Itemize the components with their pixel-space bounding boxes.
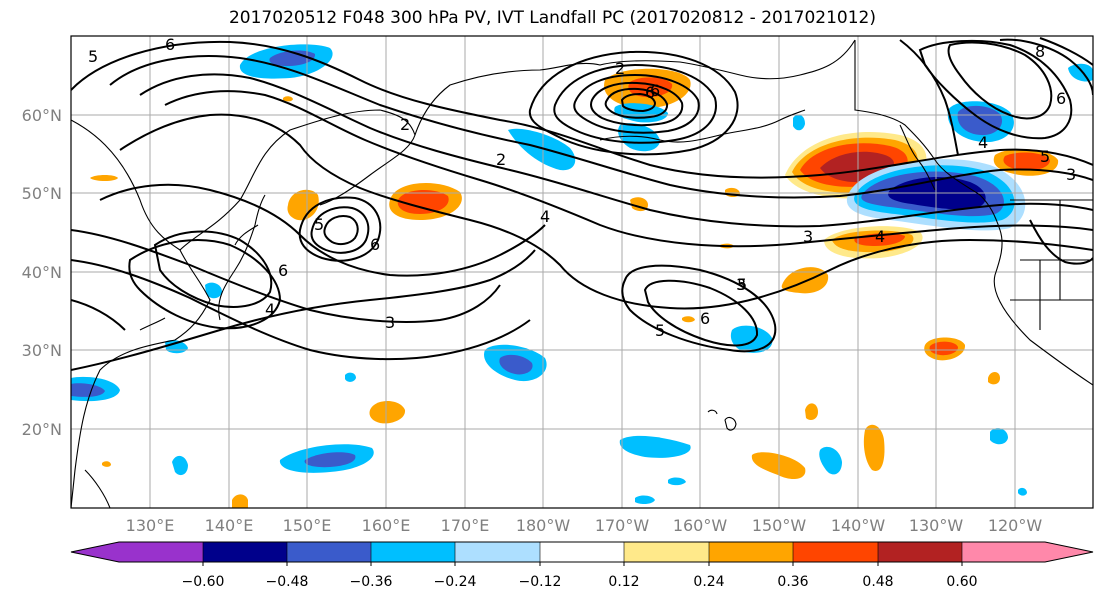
colorbar-segment: [793, 542, 878, 562]
colorbar-tick-label: 0.12: [608, 574, 639, 590]
colorbar-tick-label: 0.60: [946, 574, 977, 590]
contour-label: 6: [650, 81, 660, 100]
colorbar: [70, 541, 1094, 566]
lon-label: 160°W: [673, 516, 728, 535]
colorbar-tick-label: −0.12: [519, 574, 562, 590]
lon-label: 140°E: [205, 516, 254, 535]
lon-label: 160°E: [362, 516, 411, 535]
contour-label: 3: [1066, 165, 1076, 184]
contour-label: 5: [314, 215, 324, 234]
lon-label: 170°W: [595, 516, 650, 535]
latitude-labels: 60°N 50°N 40°N 30°N 20°N: [22, 106, 62, 439]
contour-label: 6: [278, 261, 288, 280]
lon-label: 150°E: [283, 516, 332, 535]
colorbar-segment: [455, 542, 540, 562]
contour-label: 5: [655, 321, 665, 340]
lon-label: 120°W: [988, 516, 1043, 535]
contour-label: 5: [1040, 147, 1050, 166]
contour-label: 6: [1056, 89, 1066, 108]
colorbar-segment: [962, 542, 1093, 562]
lon-label: 130°E: [126, 516, 175, 535]
contour-label: 3: [385, 313, 395, 332]
contour-label: 4: [265, 300, 275, 319]
contour-label: 6: [645, 83, 655, 102]
colorbar-tick-label: 0.48: [862, 574, 893, 590]
contour-labels: 6 5 2 4 3 6 5 5 6 2 4 3 6 6 4 3 5 4 5 6 …: [88, 35, 1076, 340]
colorbar-tick-labels: −0.60 −0.48 −0.36 −0.24 −0.12 0.12 0.24 …: [182, 574, 978, 590]
colorbar-tick-label: 0.36: [777, 574, 808, 590]
contour-label: 4: [875, 227, 885, 246]
lon-label: 180°W: [516, 516, 571, 535]
colorbar-outline: [70, 541, 1094, 563]
map-border: [70, 35, 1094, 509]
colorbar-tick-label: −0.48: [266, 574, 309, 590]
lat-label: 40°N: [22, 263, 62, 282]
colorbar-segment: [624, 542, 709, 562]
contour-label: 3: [803, 227, 813, 246]
colorbar-segment: [71, 542, 203, 562]
contour-label: 8: [1035, 42, 1045, 61]
colorbar-tick-label: −0.36: [350, 574, 393, 590]
map-title: 2017020512 F048 300 hPa PV, IVT Landfall…: [228, 8, 876, 28]
colorbar-tick-label: −0.24: [434, 574, 477, 590]
contour-label: 6: [165, 35, 175, 54]
colorbar-segment: [878, 542, 962, 562]
colorbar-segment: [709, 542, 793, 562]
longitude-labels: 130°E 140°E 150°E 160°E 170°E 180°W 170°…: [126, 516, 1043, 535]
lon-label: 150°W: [752, 516, 807, 535]
contour-label: 4: [978, 133, 988, 152]
lat-label: 50°N: [22, 184, 62, 203]
lon-label: 130°W: [909, 516, 964, 535]
lon-label: 170°E: [441, 516, 490, 535]
contour-label: 2: [400, 115, 410, 134]
contour-label: 2: [615, 59, 625, 78]
lat-label: 30°N: [22, 341, 62, 360]
lat-label: 60°N: [22, 106, 62, 125]
contour-label: 5: [737, 275, 747, 294]
contour-label: 3: [736, 275, 746, 294]
colorbar-segment: [203, 542, 287, 562]
lat-label: 20°N: [22, 420, 62, 439]
colorbar-segment: [287, 542, 371, 562]
colorbar-tick-label: 0.24: [693, 574, 724, 590]
pv-contours: [71, 37, 1093, 371]
colorbar-segment: [540, 542, 624, 562]
contour-label: 6: [700, 309, 710, 328]
coastlines: [71, 39, 1093, 508]
contour-label: 6: [370, 235, 380, 254]
contour-label: 2: [496, 150, 506, 169]
lon-label: 140°W: [831, 516, 886, 535]
graticule: [71, 36, 1093, 508]
colorbar-tick-label: −0.60: [182, 574, 225, 590]
contour-label: 4: [540, 207, 550, 226]
contour-label: 5: [88, 47, 98, 66]
colorbar-segment: [371, 542, 455, 562]
